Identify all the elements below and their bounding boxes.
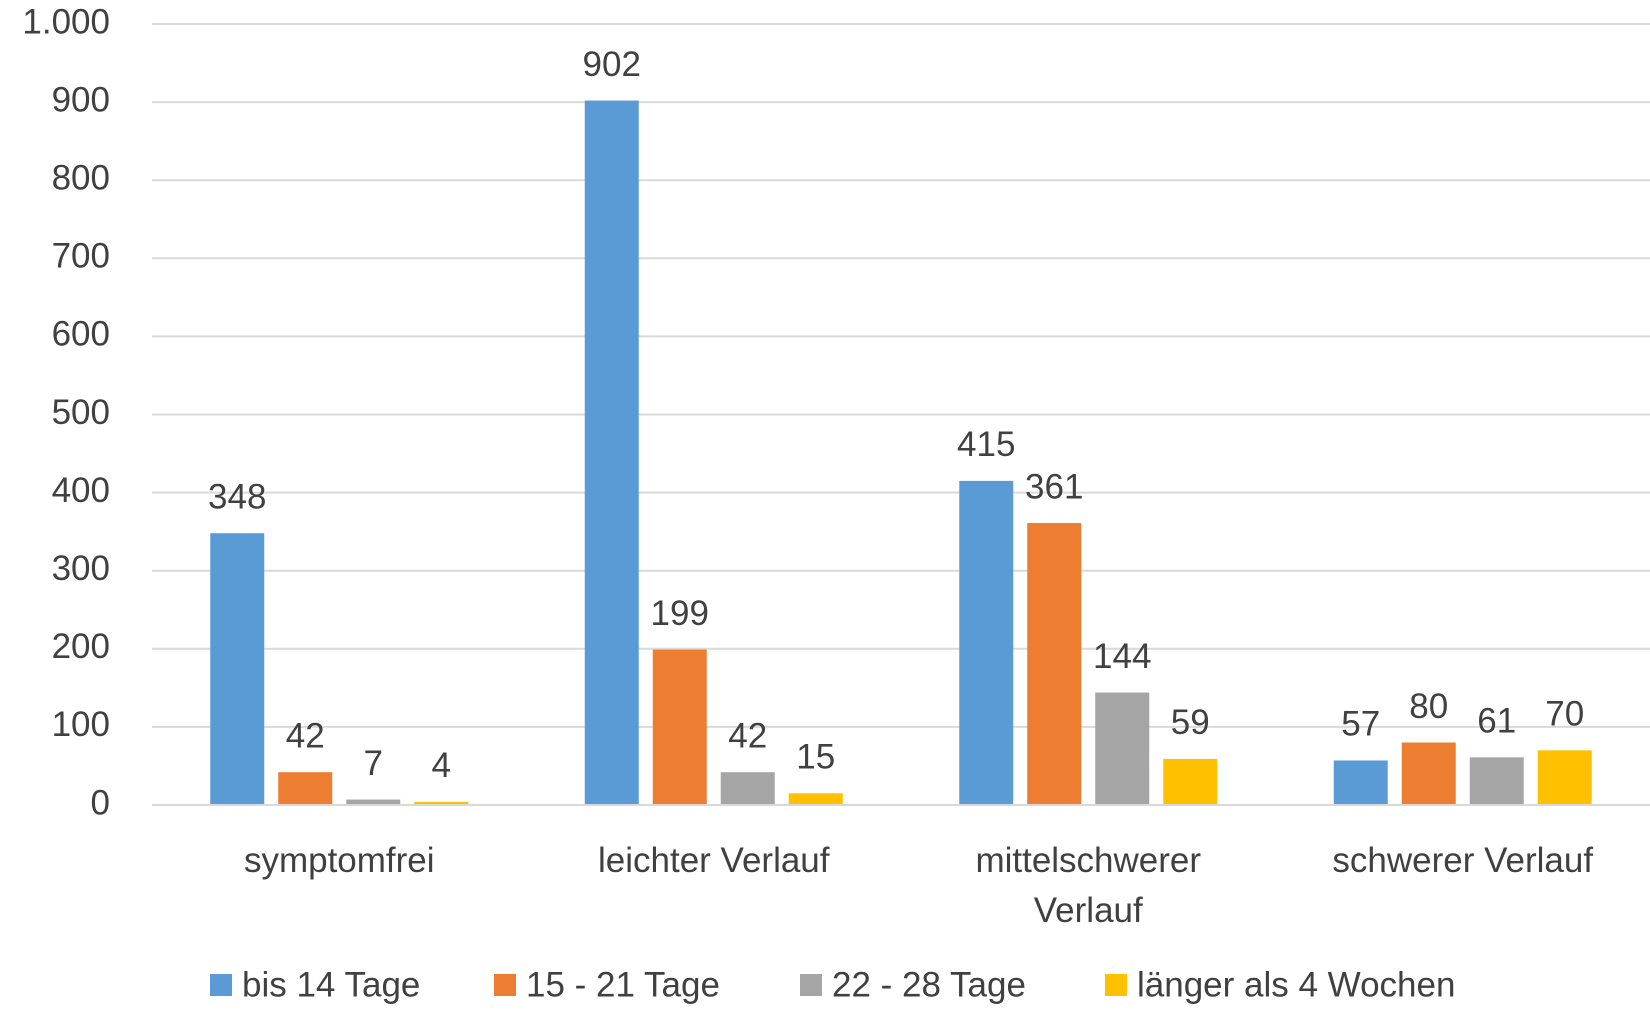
legend-label: bis 14 Tage <box>242 965 420 1004</box>
bar <box>652 649 707 805</box>
y-tick-label: 0 <box>91 783 110 822</box>
data-label: 15 <box>796 738 835 777</box>
x-tick-label: leichter Verlauf <box>597 841 830 880</box>
bar <box>278 772 333 805</box>
bar <box>1163 758 1218 805</box>
bar <box>1027 523 1082 805</box>
bar <box>1333 760 1388 805</box>
data-label: 42 <box>286 716 325 755</box>
legend-swatch <box>800 974 822 996</box>
data-label: 4 <box>432 746 451 785</box>
legend-swatch <box>494 974 516 996</box>
data-label: 61 <box>1477 702 1516 741</box>
bar <box>1469 757 1524 805</box>
data-label: 7 <box>364 744 383 783</box>
bar <box>1401 742 1456 805</box>
bar <box>1537 750 1592 805</box>
data-label: 361 <box>1025 467 1083 506</box>
y-tick-label: 100 <box>52 705 110 744</box>
bar <box>788 793 843 805</box>
data-label: 199 <box>651 594 709 633</box>
bar <box>210 533 265 805</box>
data-label: 57 <box>1341 705 1380 744</box>
data-label: 42 <box>728 716 767 755</box>
legend-label: 22 - 28 Tage <box>832 965 1026 1004</box>
x-tick-label: schwerer Verlauf <box>1332 841 1594 880</box>
legend-label: länger als 4 Wochen <box>1137 965 1455 1004</box>
y-tick-label: 700 <box>52 237 110 276</box>
data-label: 415 <box>957 425 1015 464</box>
y-tick-label: 200 <box>52 627 110 666</box>
legend-label: 15 - 21 Tage <box>526 965 720 1004</box>
y-tick-label: 600 <box>52 315 110 354</box>
bar <box>720 772 775 805</box>
x-tick-label: symptomfrei <box>243 841 435 880</box>
bar <box>1095 692 1150 805</box>
data-label: 902 <box>583 45 641 84</box>
y-tick-label: 300 <box>52 549 110 588</box>
legend-swatch <box>1105 974 1127 996</box>
bar <box>414 801 469 805</box>
y-tick-label: 900 <box>52 80 110 119</box>
data-label: 144 <box>1093 637 1151 676</box>
data-label: 80 <box>1409 687 1448 726</box>
y-tick-label: 1.000 <box>22 2 110 41</box>
y-tick-label: 500 <box>52 393 110 432</box>
bar <box>346 799 401 805</box>
data-label: 348 <box>208 477 266 516</box>
data-label: 59 <box>1171 703 1210 742</box>
bar <box>959 480 1014 805</box>
y-tick-label: 400 <box>52 471 110 510</box>
y-tick-label: 800 <box>52 158 110 197</box>
legend-swatch <box>210 974 232 996</box>
data-label: 70 <box>1545 695 1584 734</box>
x-tick-label: mittelschwerer Verlauf <box>975 841 1202 930</box>
bar <box>584 100 639 805</box>
